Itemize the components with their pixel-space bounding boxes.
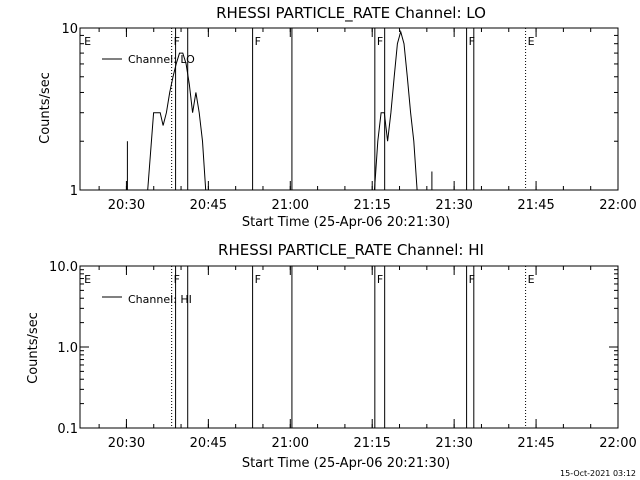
legend-label: Channel: HI	[128, 293, 192, 306]
event-marker-label: F	[255, 273, 261, 286]
y-tick-label: 1.0	[57, 341, 78, 356]
x-tick-label: 22:00	[599, 198, 636, 213]
x-tick-label: 21:15	[353, 198, 390, 213]
y-tick-label: 0.1	[57, 422, 78, 437]
event-marker-label: F	[174, 273, 180, 286]
event-marker-label: F	[255, 35, 261, 48]
event-marker-label: F	[469, 35, 475, 48]
event-marker-label: E	[84, 273, 91, 286]
event-marker-label: F	[377, 35, 383, 48]
x-tick-label: 21:15	[353, 436, 390, 451]
series-line-segment	[147, 52, 207, 191]
x-axis-label: Start Time (25-Apr-06 20:21:30)	[242, 456, 450, 471]
panel-lo-channel: RHESSI PARTICLE_RATE Channel: LO Counts/…	[38, 4, 637, 230]
x-tick-label: 22:00	[599, 436, 636, 451]
panel-hi-channel: RHESSI PARTICLE_RATE Channel: HI Counts/…	[26, 241, 637, 471]
x-tick-label: 20:45	[190, 198, 227, 213]
x-tick-label: 21:00	[272, 436, 309, 451]
x-tick-label: 21:45	[517, 436, 554, 451]
y-tick-label: 10.0	[49, 260, 78, 275]
event-marker-label: E	[84, 35, 91, 48]
y-axis-label: Counts/sec	[26, 312, 41, 384]
x-tick-label: 21:30	[435, 198, 472, 213]
y-axis-label: Counts/sec	[38, 72, 53, 144]
x-tick-label: 20:30	[108, 198, 145, 213]
series-line-segment	[374, 29, 418, 191]
chart-title: RHESSI PARTICLE_RATE Channel: HI	[218, 241, 484, 260]
x-tick-label: 21:30	[435, 436, 472, 451]
generation-timestamp: 15-Oct-2021 03:12	[560, 469, 636, 478]
event-marker-label: E	[528, 273, 535, 286]
x-tick-label: 21:45	[517, 198, 554, 213]
y-tick-label: 10	[61, 22, 78, 37]
event-marker-label: F	[174, 35, 180, 48]
event-marker-label: F	[469, 273, 475, 286]
chart-title: RHESSI PARTICLE_RATE Channel: LO	[216, 4, 486, 23]
x-axis-label: Start Time (25-Apr-06 20:21:30)	[242, 215, 450, 230]
x-tick-label: 20:30	[108, 436, 145, 451]
x-tick-label: 20:45	[190, 436, 227, 451]
event-marker-label: F	[377, 273, 383, 286]
event-marker-label: E	[528, 35, 535, 48]
x-tick-label: 21:00	[272, 198, 309, 213]
y-tick-label: 1	[70, 184, 78, 199]
